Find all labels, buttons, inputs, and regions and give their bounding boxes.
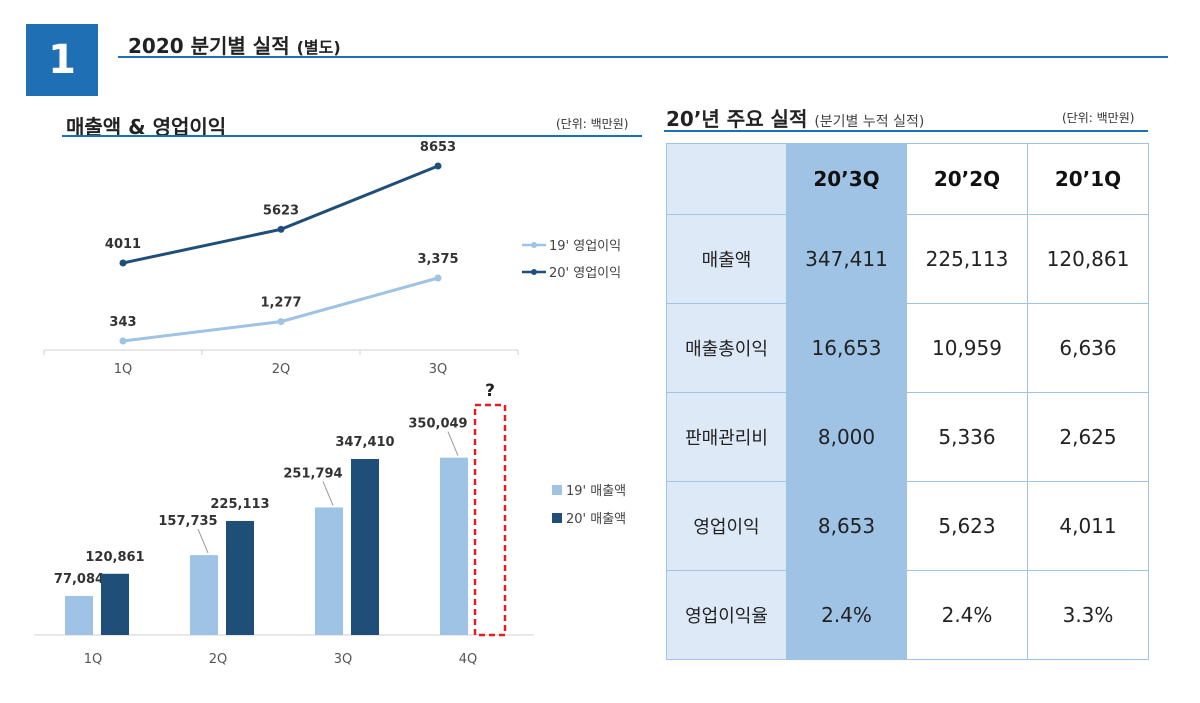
data-label: 157,735 <box>158 514 217 529</box>
left-section-rule <box>62 135 642 137</box>
x-tick-label: 2Q <box>209 652 228 667</box>
legend-swatch <box>552 485 562 495</box>
bar <box>65 595 93 635</box>
data-label: 3,375 <box>417 252 458 267</box>
key-results-table: 20’3Q 20’2Q 20’1Q 매출액 347,411 225,113 12… <box>666 143 1149 660</box>
table-cell: 6,636 <box>1027 303 1149 393</box>
legend-label: 19' 매출액 <box>566 484 626 499</box>
table-cell: 225,113 <box>906 214 1028 304</box>
title-divider <box>118 56 1168 58</box>
x-tick-label: 2Q <box>272 362 291 377</box>
right-section-title: 20’년 주요 실적 (분기별 누적 실적) <box>666 103 924 132</box>
legend-marker <box>531 269 537 275</box>
table-cell: 347,411 <box>786 214 907 304</box>
table-header-col: 20’1Q <box>1027 143 1149 215</box>
table-row: 매출총이익 16,653 10,959 6,636 <box>666 303 1149 393</box>
forecast-question-mark: ? <box>485 381 495 401</box>
data-label: 5623 <box>263 203 299 218</box>
legend-label: 20' 매출액 <box>566 512 626 527</box>
x-tick-label: 3Q <box>429 362 448 377</box>
leader-line <box>447 431 459 456</box>
row-label: 매출총이익 <box>666 303 787 393</box>
data-point <box>277 318 285 326</box>
data-label: 1,277 <box>260 296 301 311</box>
legend-swatch <box>552 513 562 523</box>
table-row: 영업이익율 2.4% 2.4% 3.3% <box>666 570 1149 660</box>
table-cell: 16,653 <box>786 303 907 393</box>
forecast-placeholder-box <box>473 403 507 637</box>
row-label: 매출액 <box>666 214 787 304</box>
data-point <box>277 225 285 233</box>
data-label: 120,861 <box>85 550 144 565</box>
legend-marker <box>531 242 537 248</box>
data-point <box>434 274 442 282</box>
table-cell: 120,861 <box>1027 214 1149 304</box>
table-header-col: 20’2Q <box>906 143 1028 215</box>
bar <box>315 507 343 635</box>
bar <box>101 573 129 635</box>
legend-label: 20' 영업이익 <box>549 266 621 281</box>
data-point <box>119 259 127 267</box>
bar <box>351 459 379 635</box>
data-label: 225,113 <box>210 497 269 512</box>
data-label: 77,084 <box>54 572 104 587</box>
x-tick-label: 1Q <box>114 362 133 377</box>
row-label: 영업이익 <box>666 481 787 571</box>
right-unit-label: (단위: 백만원) <box>1062 111 1135 125</box>
leader-line <box>197 528 209 554</box>
bar <box>440 457 468 635</box>
bar <box>190 555 218 635</box>
table-cell: 10,959 <box>906 303 1028 393</box>
leader-line <box>322 481 334 506</box>
legend-label: 19' 영업이익 <box>549 239 621 254</box>
table-row: 영업이익 8,653 5,623 4,011 <box>666 481 1149 571</box>
x-tick-label: 1Q <box>84 652 103 667</box>
section-number-badge: 1 <box>26 24 98 96</box>
table-cell: 5,623 <box>906 481 1028 571</box>
x-tick-label: 3Q <box>334 652 353 667</box>
row-label: 판매관리비 <box>666 392 787 482</box>
right-section-subtitle: (분기별 누적 실적) <box>814 114 925 130</box>
table-cell: 3.3% <box>1027 570 1149 660</box>
data-point <box>434 162 442 170</box>
data-label: 347,410 <box>335 435 394 450</box>
table-row: 매출액 347,411 225,113 120,861 <box>666 214 1149 304</box>
table-cell: 2.4% <box>906 570 1028 660</box>
table-header-row: 20’3Q 20’2Q 20’1Q <box>666 143 1149 215</box>
data-point <box>119 337 127 345</box>
right-section-rule <box>664 130 1148 132</box>
x-tick-label: 4Q <box>459 652 478 667</box>
left-unit-label: (단위: 백만원) <box>556 117 629 131</box>
table-cell: 5,336 <box>906 392 1028 482</box>
data-label: 4011 <box>105 237 141 252</box>
bar <box>226 520 254 635</box>
data-label: 350,049 <box>408 417 467 432</box>
page-title-text: 2020 분기별 실적 <box>128 34 290 58</box>
operating-profit-line-chart: 1Q 2Q 3Q 343 1,277 3,375 19' 영업이익 4011 5623 8653 2… <box>43 140 621 377</box>
table-header-corner <box>666 143 787 215</box>
table-cell: 2.4% <box>786 570 907 660</box>
data-label: 8653 <box>420 140 456 155</box>
table-cell: 4,011 <box>1027 481 1149 571</box>
data-label: 251,794 <box>283 466 342 481</box>
page-title-sub: (별도) <box>296 38 341 57</box>
table-cell: 8,000 <box>786 392 907 482</box>
page-title: 2020 분기별 실적 (별도) <box>128 30 341 59</box>
table-cell: 8,653 <box>786 481 907 571</box>
table-row: 판매관리비 8,000 5,336 2,625 <box>666 392 1149 482</box>
table-cell: 2,625 <box>1027 392 1149 482</box>
revenue-bar-chart: 1Q 2Q 3Q 4Q 77,084 157,735 251,794 350,049 19' 매… <box>34 381 626 667</box>
table-header-col: 20’3Q <box>786 143 907 215</box>
row-label: 영업이익율 <box>666 570 787 660</box>
right-section-title-text: 20’년 주요 실적 <box>666 107 808 131</box>
data-label: 343 <box>109 315 136 330</box>
